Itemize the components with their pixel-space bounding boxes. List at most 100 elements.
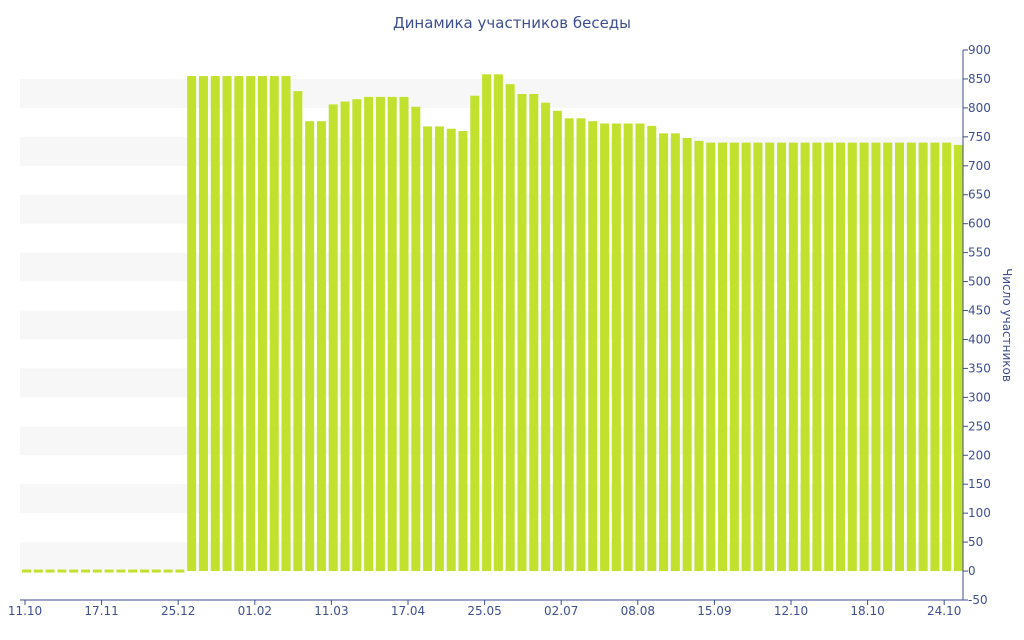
bar <box>482 74 492 572</box>
grid-band <box>20 368 963 398</box>
y-tick-label: 750 <box>968 130 991 144</box>
x-tick-label: 17.04 <box>391 604 425 618</box>
bar <box>753 142 763 572</box>
y-tick-label: 650 <box>968 188 991 202</box>
bar <box>175 569 185 573</box>
bar <box>647 125 657 572</box>
bar <box>434 126 444 572</box>
bar <box>611 123 621 572</box>
bar <box>600 123 610 572</box>
bar <box>116 569 126 573</box>
y-tick-label: 550 <box>968 246 991 260</box>
y-tick-label: 300 <box>968 390 991 404</box>
bar <box>340 101 350 572</box>
bar <box>895 142 905 572</box>
bar <box>906 142 916 572</box>
y-tick-label: 200 <box>968 448 991 462</box>
bar <box>80 569 90 573</box>
bar <box>399 96 409 572</box>
bar <box>234 76 244 572</box>
bar <box>706 142 716 572</box>
bar <box>269 76 279 572</box>
grid-band <box>20 542 963 572</box>
grid-band <box>20 194 963 224</box>
y-tick-label: 400 <box>968 332 991 346</box>
x-tick-label: 11.10 <box>8 604 42 618</box>
bar <box>316 121 326 572</box>
y-tick-label: 100 <box>968 506 991 520</box>
bar <box>210 76 220 572</box>
bar <box>57 569 67 573</box>
grid-band <box>20 252 963 282</box>
bar <box>930 142 940 572</box>
grid-band <box>20 136 963 166</box>
bars <box>22 74 963 573</box>
grid-band <box>20 310 963 340</box>
bar <box>151 569 161 573</box>
bar <box>552 110 562 572</box>
bar <box>954 144 963 572</box>
bar <box>69 569 79 573</box>
bar <box>788 142 798 572</box>
x-tick-label: 17.11 <box>84 604 118 618</box>
bar <box>670 133 680 572</box>
y-tick-label: 700 <box>968 159 991 173</box>
bar <box>859 142 869 572</box>
bar <box>729 142 739 572</box>
bar <box>139 569 149 573</box>
x-tick-label: 18.10 <box>850 604 884 618</box>
bar <box>305 121 315 572</box>
x-tick-label: 25.05 <box>467 604 501 618</box>
bar <box>812 142 822 572</box>
x-tick-label: 08.08 <box>621 604 655 618</box>
y-tick-label: 250 <box>968 419 991 433</box>
bar <box>187 76 197 572</box>
bar <box>45 569 55 573</box>
y-axis-title: Число участников <box>1000 268 1014 382</box>
bar <box>659 133 669 572</box>
y-tick-label: 150 <box>968 477 991 491</box>
bar <box>836 142 846 572</box>
bar <box>423 126 433 572</box>
bar <box>104 569 114 573</box>
bar <box>694 140 704 572</box>
bar <box>800 142 810 572</box>
bar <box>33 569 43 573</box>
x-tick-label: 25.12 <box>161 604 195 618</box>
bar <box>777 142 787 572</box>
background-bands <box>20 78 963 572</box>
bar <box>458 131 468 572</box>
bar <box>824 142 834 572</box>
bar <box>883 142 893 572</box>
bar <box>246 76 256 572</box>
bar <box>293 91 303 572</box>
y-tick-label: 900 <box>968 43 991 57</box>
y-tick-label: 50 <box>968 535 983 549</box>
bar <box>198 76 208 572</box>
bar <box>588 121 598 572</box>
x-tick-label: 12.10 <box>774 604 808 618</box>
bar <box>281 76 291 572</box>
bar <box>942 142 952 572</box>
bar <box>847 142 857 572</box>
bar <box>493 74 503 572</box>
x-tick-label: 11.03 <box>314 604 348 618</box>
y-tick-label: 500 <box>968 275 991 289</box>
y-tick-label: 450 <box>968 304 991 318</box>
bar <box>505 84 515 572</box>
x-tick-label: 02.07 <box>544 604 578 618</box>
bar <box>92 569 102 573</box>
grid-band <box>20 78 963 108</box>
grid-band <box>20 484 963 514</box>
bar <box>918 142 928 572</box>
bar <box>22 569 31 573</box>
bar <box>470 95 480 572</box>
chart-title: Динамика участников беседы <box>393 14 631 32</box>
bar <box>352 99 362 572</box>
x-axis: 11.10 17.11 25.12 01.02 11.03 17.04 25.05 02.07… <box>8 599 963 618</box>
bar <box>529 94 539 572</box>
bar <box>387 96 397 572</box>
x-tick-label: 24.10 <box>927 604 961 618</box>
bar <box>541 102 551 572</box>
bar <box>411 106 421 572</box>
